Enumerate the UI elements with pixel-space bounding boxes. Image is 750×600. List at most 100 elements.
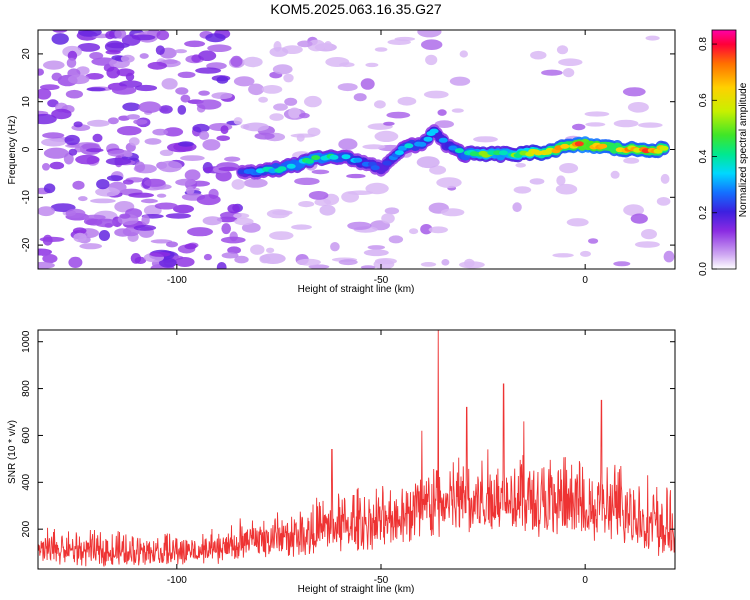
noise-blob: [111, 86, 137, 95]
colorbar-label: Normalized spectral amplitude: [738, 82, 749, 217]
snr-panel: -100 -50 0 200 400 600 800 1000 Height of strai…: [7, 329, 676, 595]
ridge-core: [394, 150, 404, 156]
noise-blob: [269, 231, 294, 241]
noise-blob: [266, 247, 275, 253]
noise-blob: [459, 50, 468, 58]
noise-blob: [288, 107, 301, 119]
noise-blob: [128, 137, 140, 146]
noise-blob: [304, 95, 322, 108]
noise-blob: [623, 157, 640, 164]
ridge-core: [454, 148, 464, 154]
noise-blob: [144, 178, 166, 187]
colorbar-tick-label: 0.0: [698, 262, 709, 276]
noise-blob: [515, 163, 526, 168]
spectrogram-x-label: Height of straight line (km): [298, 284, 415, 295]
noise-blob: [184, 40, 206, 48]
noise-blob: [627, 102, 649, 113]
noise-blob: [65, 208, 86, 218]
y-tick-label: 0: [21, 146, 32, 152]
noise-blob: [374, 100, 386, 109]
noise-blob: [180, 94, 191, 103]
noise-blob: [409, 228, 419, 235]
noise-blob: [294, 177, 320, 185]
noise-blob: [128, 192, 155, 198]
noise-blob: [220, 236, 246, 244]
noise-blob: [362, 144, 386, 150]
noise-blob: [254, 132, 275, 140]
noise-blob: [95, 187, 120, 197]
noise-blob: [441, 259, 450, 266]
noise-blob: [307, 127, 321, 137]
noise-blob: [68, 148, 78, 156]
noise-blob: [425, 54, 438, 66]
noise-blob: [66, 57, 77, 68]
noise-blob: [38, 88, 52, 100]
noise-blob: [558, 58, 583, 66]
noise-blob: [123, 152, 133, 158]
noise-blob: [139, 53, 149, 59]
noise-blob: [314, 198, 332, 206]
noise-blob: [118, 80, 143, 88]
noise-blob: [89, 52, 104, 60]
noise-blob: [187, 227, 213, 237]
noise-blob: [156, 193, 167, 198]
noise-blob: [106, 66, 120, 79]
ridge-core: [329, 154, 339, 160]
y-tick-label: 600: [21, 427, 32, 444]
snr-y-label: SNR (10 * v/v): [7, 420, 18, 484]
noise-blob: [386, 111, 411, 119]
noise-blob: [174, 49, 187, 54]
y-tick-label: 400: [21, 474, 32, 491]
noise-blob: [39, 249, 50, 257]
noise-blob: [353, 93, 367, 102]
noise-blob: [338, 138, 358, 150]
ridge-core: [370, 165, 380, 171]
colorbar: 0.0 0.2 0.4 0.6 0.8 Normalized spectral ampl…: [698, 29, 749, 276]
noise-blob: [552, 253, 574, 258]
noise-blob: [156, 30, 170, 41]
noise-blob: [258, 96, 268, 103]
noise-blob: [114, 30, 127, 39]
noise-blob: [311, 169, 330, 175]
y-tick-label: 10: [21, 96, 32, 108]
noise-blob: [529, 178, 545, 185]
noise-blob: [325, 57, 350, 67]
noise-blob: [140, 198, 158, 204]
noise-blob: [105, 157, 132, 166]
noise-blob: [166, 241, 178, 248]
y-tick-label: 20: [21, 48, 32, 60]
noise-blob: [49, 161, 65, 170]
noise-blob: [173, 204, 194, 214]
noise-blob: [202, 139, 221, 151]
chart-title: KOM5.2025.063.16.35.G27: [270, 1, 441, 17]
noise-blob: [122, 179, 134, 185]
noise-blob: [308, 264, 330, 269]
noise-blob: [216, 76, 229, 84]
noise-blob: [473, 136, 498, 143]
noise-blob: [106, 175, 123, 182]
ridge-core: [353, 157, 363, 163]
noise-blob: [298, 201, 315, 208]
noise-blob: [272, 210, 293, 216]
noise-blob: [40, 84, 60, 91]
noise-blob: [248, 83, 265, 96]
noise-blob: [421, 39, 443, 50]
noise-blob: [120, 54, 135, 63]
noise-blob: [152, 128, 169, 136]
noise-blob: [96, 179, 110, 190]
spectrogram-y-label: Frequency (Hz): [7, 116, 18, 185]
ridge-core: [448, 145, 458, 151]
noise-blob: [83, 214, 106, 221]
noise-blob: [207, 44, 232, 52]
y-tick-label: 200: [21, 520, 32, 537]
noise-blob: [218, 166, 239, 172]
noise-blob: [360, 78, 375, 90]
noise-blob: [272, 64, 293, 75]
noise-blob: [381, 213, 395, 224]
x-tick-label: -50: [374, 275, 389, 286]
noise-blob: [72, 180, 85, 190]
noise-blob: [184, 169, 201, 181]
noise-blob: [234, 217, 254, 226]
